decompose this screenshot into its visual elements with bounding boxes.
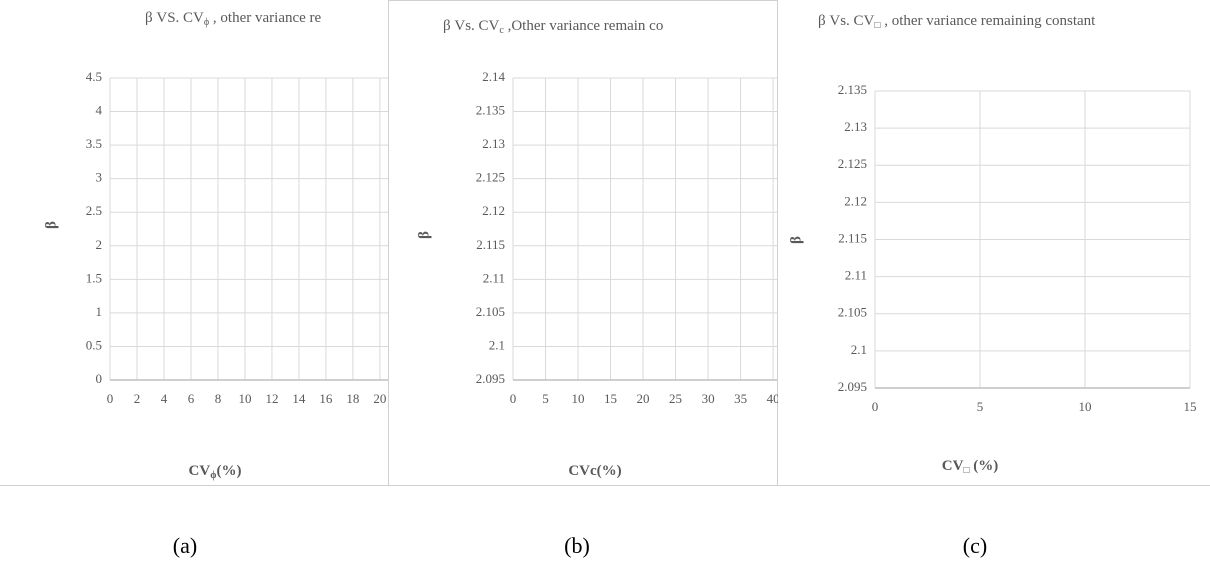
y-tick-label: 0.5 [86, 337, 102, 352]
x-tick-label: 10 [572, 391, 585, 406]
y-tick-label: 1 [96, 304, 103, 319]
chart-title-part: □ [874, 20, 880, 31]
x-tick-label: 0 [107, 391, 114, 406]
y-tick-label: 2.095 [476, 371, 505, 386]
y-tick-label: 2.135 [476, 103, 505, 118]
y-axis-label: β [788, 236, 804, 244]
y-tick-label: 2.13 [482, 136, 505, 151]
y-tick-label: 3 [96, 170, 103, 185]
panel: 2.095 2.1 2.105 2.11 2.115 2.12 2.125 2.13 2.135… [388, 0, 780, 558]
y-tick-label: 2.14 [482, 69, 505, 84]
y-tick-label: 2.13 [844, 119, 867, 134]
caption: (c) [963, 533, 987, 558]
chart-title-part: , other variance re [209, 10, 321, 26]
x-axis-label-part: (%) [969, 458, 998, 474]
y-tick-label: 3.5 [86, 136, 102, 151]
x-tick-label: 35 [734, 391, 747, 406]
y-tick-label: 4.5 [86, 69, 102, 84]
x-tick-label: 12 [265, 391, 278, 406]
x-tick-label: 18 [346, 391, 359, 406]
chart-title: β Vs. CV□ , other variance remaining con… [818, 13, 1096, 31]
chart-title: β Vs. CVc ,Other variance remain co [443, 18, 663, 36]
y-tick-label: 2 [96, 237, 103, 252]
y-axis-label: β [43, 221, 59, 229]
y-tick-label: 2.1 [851, 342, 867, 357]
x-tick-label: 15 [1184, 399, 1197, 414]
x-tick-label: 10 [238, 391, 251, 406]
x-axis-label: CVc(%) [568, 463, 621, 479]
chart-title-part: , other variance remaining constant [880, 13, 1096, 29]
x-axis-label-part: CVc(%) [568, 463, 621, 479]
y-tick-label: 2.12 [482, 203, 505, 218]
x-tick-label: 40 [767, 391, 780, 406]
x-tick-label: 16 [319, 391, 333, 406]
y-tick-label: 0 [96, 371, 103, 386]
x-tick-label: 30 [702, 391, 715, 406]
y-tick-label: 2.5 [86, 203, 102, 218]
y-tick-label: 2.105 [476, 304, 505, 319]
x-tick-label: 25 [669, 391, 682, 406]
y-tick-label: 2.115 [476, 237, 505, 252]
x-tick-label: 5 [542, 391, 549, 406]
panel-border [388, 0, 778, 486]
x-tick-label: 4 [161, 391, 168, 406]
caption: (a) [173, 533, 197, 558]
x-axis-label-part: □ [963, 465, 969, 476]
y-tick-label: 2.095 [838, 379, 867, 394]
x-axis-label: CV□ (%) [942, 458, 998, 476]
x-axis-label-part: ϕ [210, 470, 216, 481]
y-tick-label: 1.5 [86, 270, 102, 285]
y-tick-label: 2.125 [838, 156, 867, 171]
y-tick-label: 2.125 [476, 170, 505, 185]
x-tick-label: 20 [637, 391, 650, 406]
y-tick-label: 2.11 [845, 268, 867, 283]
panel: 2.095 2.1 2.105 2.11 2.115 2.12 2.125 2.13 2.135… [788, 13, 1196, 558]
chart-title-part: β Vs. CV [818, 13, 875, 29]
x-tick-label: 2 [134, 391, 141, 406]
y-tick-label: 2.1 [489, 337, 505, 352]
x-tick-label: 5 [977, 399, 984, 414]
x-tick-label: 0 [510, 391, 517, 406]
y-tick-label: 2.115 [838, 230, 867, 245]
chart-title-part: β Vs. CV [443, 18, 500, 34]
chart-title-part: ϕ [204, 17, 209, 28]
x-axis-label-part: (%) [216, 463, 241, 479]
chart-title-part: ,Other variance remain co [504, 18, 664, 34]
x-axis-label: CVϕ(%) [189, 463, 242, 481]
y-tick-label: 2.12 [844, 193, 867, 208]
x-tick-label: 14 [292, 391, 306, 406]
x-axis-label-part: CV [942, 458, 964, 474]
y-tick-label: 2.135 [838, 82, 867, 97]
y-tick-label: 4 [96, 103, 103, 118]
x-tick-label: 10 [1079, 399, 1092, 414]
x-tick-label: 15 [604, 391, 617, 406]
chart-title-part: c [499, 25, 504, 36]
chart-title-part: β VS. CV [145, 10, 204, 26]
x-tick-label: 20 [373, 391, 386, 406]
y-tick-label: 2.105 [838, 305, 867, 320]
x-axis-label-part: CV [189, 463, 211, 479]
panel: 0 0.5 1 1.5 2 2.5 3 3.5 4 4.5 0 2 4 6 8 10 12 14 16 18 20 β V… [43, 10, 388, 558]
x-tick-label: 6 [188, 391, 195, 406]
x-tick-label: 8 [215, 391, 222, 406]
caption: (b) [564, 533, 590, 558]
x-tick-label: 0 [872, 399, 879, 414]
y-tick-label: 2.11 [483, 270, 505, 285]
y-axis-label: β [416, 231, 432, 239]
chart-title: β VS. CVϕ , other variance re [145, 10, 322, 28]
